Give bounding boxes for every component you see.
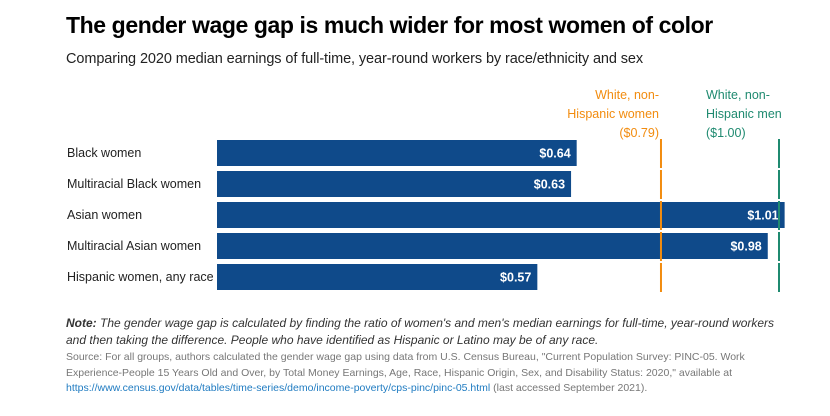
category-label: Asian women [67,208,143,222]
white-women-reference-label: White, non- Hispanic women ($0.79) [567,86,659,143]
bar-value-label: $0.57 [500,271,531,285]
white-women-label-line2: Hispanic women [567,107,659,121]
category-label: Multiracial Black women [67,177,202,191]
white-men-label-line2: Hispanic men [706,107,782,121]
source-text: Source: For all groups, authors calculat… [66,351,745,379]
white-men-reference-label: White, non- Hispanic men ($1.00) [706,86,782,143]
white-women-label-value: ($0.79) [619,126,659,140]
bar-hispanic-women-any-race [217,264,538,290]
chart-title: The gender wage gap is much wider for mo… [66,12,713,38]
bar-multiracial-asian-women [217,233,768,259]
source-suffix: (last accessed September 2021). [490,382,648,394]
white-men-label-value: ($1.00) [706,126,746,140]
bar-asian-women [217,202,785,228]
category-label: Hispanic women, any race [67,270,214,284]
bar-value-label: $1.01 [747,209,778,223]
white-men-label-line1: White, non- [706,88,770,102]
bar-black-women [217,140,577,166]
chart-source: Source: For all groups, authors calculat… [66,350,796,397]
bar-value-label: $0.98 [730,240,761,254]
category-label: Black women [67,146,142,160]
bar-value-label: $0.64 [539,147,570,161]
bar-value-label: $0.63 [534,178,565,192]
source-link[interactable]: https://www.census.gov/data/tables/time-… [66,382,491,394]
chart-note: Note: The gender wage gap is calculated … [66,315,786,348]
note-label: Note: [66,316,97,330]
bar-multiracial-black-women [217,171,572,197]
chart-subtitle: Comparing 2020 median earnings of full-t… [66,51,644,67]
category-label: Multiracial Asian women [67,239,202,253]
note-text: The gender wage gap is calculated by fin… [66,316,775,347]
white-women-label-line1: White, non- [595,88,659,102]
